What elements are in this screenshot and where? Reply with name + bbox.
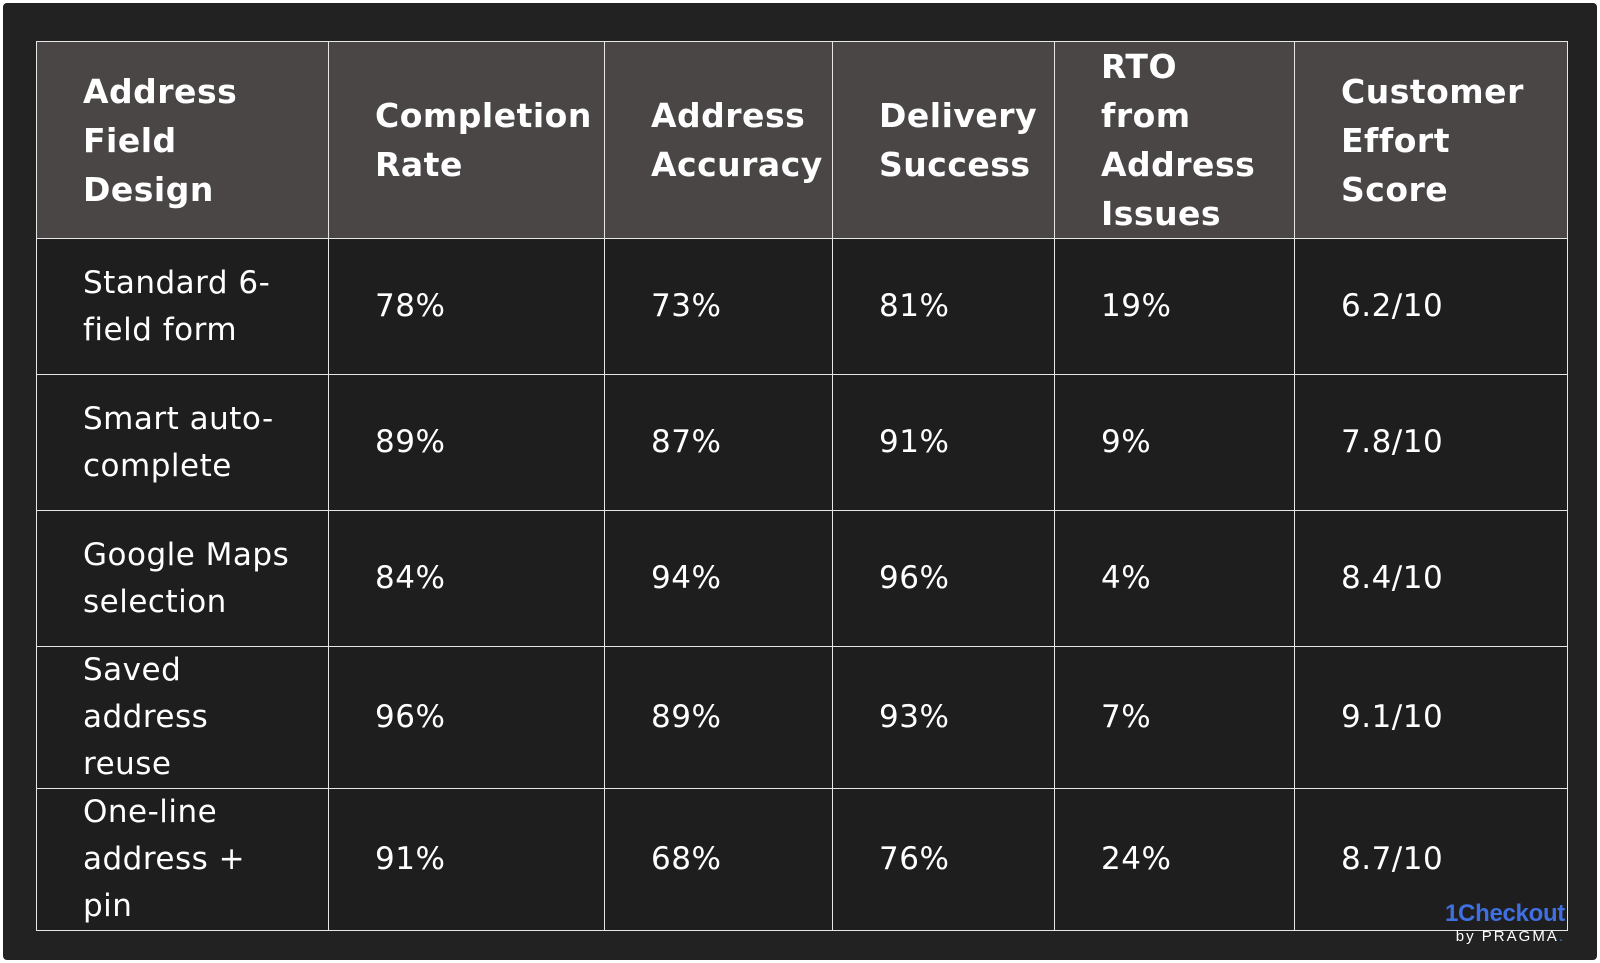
cell-address-accuracy: 94% (604, 510, 833, 647)
column-header-address-field-design: Address Field Design (36, 41, 329, 239)
brand-byline: by PRAGMA. (1445, 927, 1565, 947)
cell-effort-score: 8.4/10 (1294, 510, 1568, 647)
column-header-delivery-success: Delivery Success (832, 41, 1055, 239)
cell-completion-rate: 96% (328, 646, 605, 789)
cell-delivery-success: 91% (832, 374, 1055, 511)
cell-completion-rate: 84% (328, 510, 605, 647)
cell-effort-score: 8.7/10 (1294, 788, 1568, 931)
cell-delivery-success: 81% (832, 238, 1055, 375)
column-header-address-accuracy: Address Accuracy (604, 41, 833, 239)
cell-rto: 4% (1054, 510, 1295, 647)
cell-design: Google Maps selection (36, 510, 329, 647)
cell-address-accuracy: 89% (604, 646, 833, 789)
table-body: Standard 6-field form 78% 73% 81% 19% 6.… (36, 238, 1568, 931)
cell-rto: 19% (1054, 238, 1295, 375)
comparison-table: Address Field Design Completion Rate Add… (36, 41, 1568, 931)
brand-logo: 1Checkout by PRAGMA. (1445, 901, 1565, 947)
cell-design: One-line address + pin (36, 788, 329, 931)
cell-effort-score: 6.2/10 (1294, 238, 1568, 375)
cell-address-accuracy: 87% (604, 374, 833, 511)
table-row: Saved address reuse 96% 89% 93% 7% 9.1/1… (36, 646, 1568, 789)
column-header-completion-rate: Completion Rate (328, 41, 605, 239)
cell-rto: 24% (1054, 788, 1295, 931)
cell-completion-rate: 91% (328, 788, 605, 931)
cell-delivery-success: 93% (832, 646, 1055, 789)
table-row: Google Maps selection 84% 94% 96% 4% 8.4… (36, 510, 1568, 647)
cell-address-accuracy: 73% (604, 238, 833, 375)
cell-effort-score: 7.8/10 (1294, 374, 1568, 511)
cell-design: Smart auto-complete (36, 374, 329, 511)
cell-design: Saved address reuse (36, 646, 329, 789)
brand-dot: . (1558, 928, 1565, 945)
cell-effort-score: 9.1/10 (1294, 646, 1568, 789)
table-row: Smart auto-complete 89% 87% 91% 9% 7.8/1… (36, 374, 1568, 511)
slide-background: Address Field Design Completion Rate Add… (3, 3, 1597, 960)
cell-delivery-success: 76% (832, 788, 1055, 931)
brand-byline-text: by PRAGMA (1455, 928, 1559, 945)
header-row: Address Field Design Completion Rate Add… (36, 41, 1568, 239)
cell-design: Standard 6-field form (36, 238, 329, 375)
cell-delivery-success: 96% (832, 510, 1055, 647)
table-row: One-line address + pin 91% 68% 76% 24% 8… (36, 788, 1568, 931)
cell-completion-rate: 89% (328, 374, 605, 511)
cell-address-accuracy: 68% (604, 788, 833, 931)
table-row: Standard 6-field form 78% 73% 81% 19% 6.… (36, 238, 1568, 375)
column-header-customer-effort-score: Customer Effort Score (1294, 41, 1568, 239)
cell-rto: 9% (1054, 374, 1295, 511)
table-header: Address Field Design Completion Rate Add… (36, 41, 1568, 239)
cell-rto: 7% (1054, 646, 1295, 789)
column-header-rto-from-address-issues: RTO from Address Issues (1054, 41, 1295, 239)
cell-completion-rate: 78% (328, 238, 605, 375)
brand-name: 1Checkout (1445, 900, 1565, 927)
